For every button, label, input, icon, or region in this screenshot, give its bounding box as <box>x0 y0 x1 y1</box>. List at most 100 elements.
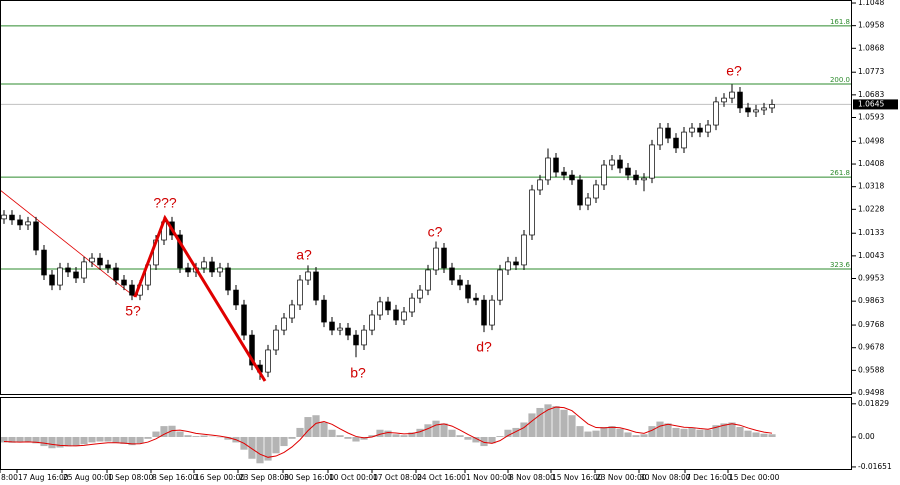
candle-body <box>273 329 279 351</box>
macd-bar <box>88 436 96 443</box>
candle-body <box>641 177 647 181</box>
candle-body <box>545 157 551 181</box>
candle-body <box>553 157 559 173</box>
candle-body <box>73 271 79 279</box>
macd-bar <box>728 422 736 437</box>
candle-body <box>697 127 703 133</box>
macd-bar <box>312 415 320 437</box>
macd-bar <box>464 436 472 440</box>
macd-bar <box>760 433 768 437</box>
x-tick-label: 10 Oct 00:00 <box>329 473 378 482</box>
macd-bar <box>328 429 336 437</box>
candle-body <box>289 304 295 319</box>
macd-bar <box>80 436 88 445</box>
y-tick-label: 1.0868 <box>858 43 884 52</box>
macd-bar <box>408 432 416 437</box>
y-tick-label: -0.01651 <box>858 462 892 471</box>
macd-bar <box>344 436 352 439</box>
x-tick-label: 24 Oct 16:00 <box>417 473 466 482</box>
candle-body <box>745 107 751 113</box>
macd-bar <box>264 436 272 461</box>
candle-body <box>377 301 383 316</box>
candle-body <box>209 261 215 273</box>
candle-body <box>217 267 223 273</box>
candle-body <box>537 179 543 191</box>
macd-bar <box>752 432 760 437</box>
candle-body <box>657 127 663 146</box>
candle-body <box>497 269 503 301</box>
macd-bar <box>376 429 384 437</box>
macd-bar <box>24 436 32 442</box>
candle-body <box>265 349 271 373</box>
candle-body <box>505 261 511 271</box>
macd-bar <box>504 429 512 437</box>
candle-body <box>521 234 527 266</box>
macd-bar <box>688 427 696 437</box>
candle-body <box>361 329 367 346</box>
x-tick-label: 23 Sep 08:00 <box>239 473 289 482</box>
macd-bar <box>304 417 312 437</box>
main-panel-border <box>0 0 852 395</box>
macd-bar <box>152 431 160 437</box>
macd-bar <box>184 435 192 437</box>
candle-body <box>57 267 63 286</box>
candle-body <box>281 317 287 331</box>
macd-bar <box>600 427 608 437</box>
candle-body <box>649 144 655 179</box>
macd-bar <box>624 432 632 437</box>
candle-body <box>489 299 495 326</box>
macd-bar <box>712 425 720 437</box>
y-tick-label: 1.0043 <box>858 251 884 260</box>
candle-body <box>241 304 247 336</box>
plot-layer <box>0 84 776 464</box>
y-tick-label: 0.9588 <box>858 365 884 374</box>
fib-level-label: 323.6 <box>830 261 851 269</box>
macd-bar <box>40 436 48 447</box>
y-tick-label: 0.9953 <box>858 274 884 283</box>
candle-body <box>129 284 135 296</box>
macd-bar <box>744 430 752 437</box>
macd-bar <box>104 436 112 442</box>
y-tick-label: 1.1048 <box>858 0 884 7</box>
x-tick-label: 1 Nov 00:00 <box>466 473 512 482</box>
candle-body <box>97 257 103 266</box>
candle-body <box>321 299 327 323</box>
candle-body <box>425 269 431 291</box>
macd-bar <box>56 436 64 448</box>
macd-bar <box>592 430 600 437</box>
candle-body <box>633 174 639 181</box>
candle-body <box>417 289 423 299</box>
candle-body <box>297 279 303 306</box>
candle-body <box>529 189 535 236</box>
candle-body <box>481 299 487 326</box>
macd-bar <box>680 428 688 437</box>
macd-signal-line <box>3 406 773 458</box>
x-tick-label: 30 Nov 08:00 <box>640 473 691 482</box>
macd-bar <box>288 436 296 439</box>
macd-bar <box>176 431 184 437</box>
candle-body <box>337 327 343 331</box>
candle-body <box>665 127 671 139</box>
macd-bar <box>160 426 168 437</box>
macd-bar <box>416 428 424 437</box>
x-tick-label: 15 Nov 16:00 <box>552 473 603 482</box>
macd-bar <box>296 427 304 437</box>
macd-bar <box>552 406 560 437</box>
macd-bar <box>120 436 128 444</box>
macd-bar <box>632 435 640 437</box>
candle-body <box>729 91 735 99</box>
candle-body <box>601 164 607 186</box>
wave-label: c? <box>428 224 443 240</box>
candle-body <box>353 334 359 346</box>
candle-body <box>369 314 375 331</box>
candle-body <box>673 137 679 149</box>
candle-body <box>313 271 319 301</box>
candle-body <box>25 221 31 226</box>
candle-body <box>177 234 183 269</box>
x-tick-label: 23 Nov 00:00 <box>596 473 647 482</box>
y-tick-label: 1.0498 <box>858 136 884 145</box>
candle-body <box>761 107 767 111</box>
candle-body <box>329 321 335 331</box>
